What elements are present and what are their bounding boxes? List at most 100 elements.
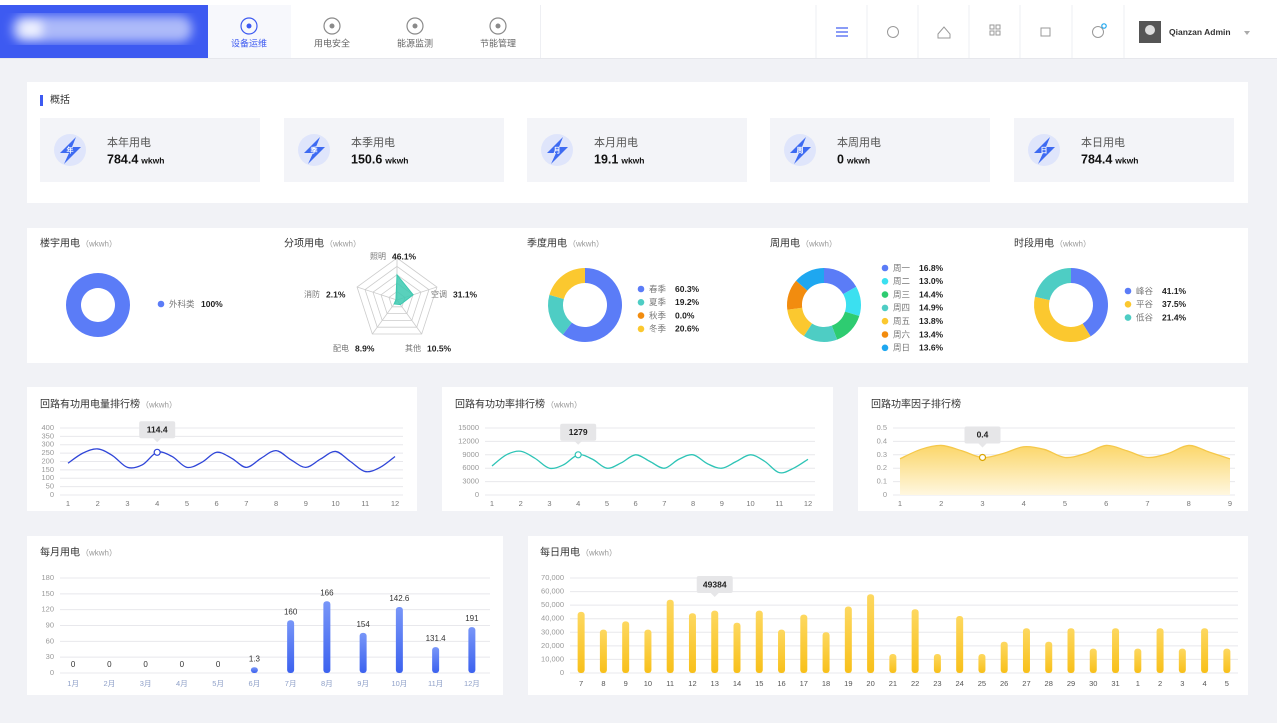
y-tick-label: 250	[41, 448, 54, 457]
y-tick-label: 0.4	[877, 436, 887, 445]
x-tick-label: 8	[601, 679, 605, 688]
bar	[1178, 648, 1186, 673]
toolbar-button[interactable]	[919, 5, 970, 58]
nav-tab[interactable]	[208, 5, 291, 58]
x-tick-label: 11	[361, 499, 369, 508]
x-tick-label: 11	[666, 679, 674, 688]
nav-tab-icon-dot	[246, 23, 252, 29]
x-tick-label: 2	[939, 499, 943, 508]
x-tick-label: 10	[746, 499, 754, 508]
chart-unit: （wkwh）	[568, 240, 604, 249]
bar	[978, 654, 986, 673]
bar	[889, 654, 897, 673]
bar-label: 154	[356, 620, 370, 629]
toolbar-button[interactable]	[868, 5, 919, 58]
donut-slice	[65, 273, 130, 337]
toolbar-button[interactable]	[1021, 5, 1072, 58]
toolbar-button[interactable]	[1073, 5, 1124, 58]
donut-slice	[831, 311, 860, 340]
bar-label: 0	[71, 660, 76, 669]
x-tick-label: 4	[1022, 499, 1026, 508]
y-tick-label: 120	[41, 605, 54, 614]
nav-tab[interactable]	[374, 5, 457, 58]
x-tick-label: 29	[1067, 679, 1075, 688]
chart-unit: （wkwh）	[81, 549, 117, 558]
legend-value: 14.4%	[919, 289, 944, 299]
tooltip-box	[964, 426, 1001, 444]
donut-slice	[549, 268, 585, 299]
x-tick-label: 3	[125, 499, 129, 508]
y-tick-label: 0	[883, 490, 887, 499]
nav-tab-label: 设备运维	[231, 37, 267, 48]
nav-tab-icon	[323, 17, 341, 35]
donut-slice	[1071, 268, 1108, 337]
donut-slice	[796, 268, 824, 291]
y-tick-label: 0	[560, 668, 564, 677]
x-tick-label: 2	[1158, 679, 1162, 688]
donut-slice	[843, 286, 862, 317]
bar-label: 0	[180, 660, 185, 669]
legend-label: 周六	[893, 329, 911, 339]
radar-label: 消防	[304, 289, 320, 299]
legend-value: 60.3%	[675, 284, 700, 294]
x-tick-label: 27	[1022, 679, 1030, 688]
x-tick-label: 11	[775, 499, 783, 508]
bar-label: 0	[107, 660, 112, 669]
x-tick-label: 7	[662, 499, 666, 508]
x-tick-label: 4月	[176, 679, 188, 688]
x-tick-label: 9	[1228, 499, 1232, 508]
bar	[622, 621, 630, 673]
legend-value: 16.8%	[919, 263, 944, 273]
x-tick-label: 2	[519, 499, 523, 508]
y-tick-label: 0	[50, 490, 54, 499]
legend-value: 100%	[201, 299, 223, 309]
card-icon-label: 周	[797, 145, 804, 154]
radar-grid	[364, 265, 430, 328]
nav-tab-icon-dot	[495, 23, 501, 29]
x-tick-label: 24	[955, 679, 963, 688]
radar-value: 46.1%	[392, 251, 417, 261]
legend-label: 夏季	[649, 297, 667, 307]
bar-label: 131.4	[426, 634, 447, 643]
card-label: 本日用电	[1081, 135, 1125, 149]
x-tick-label: 7月	[285, 679, 297, 688]
bar-label: 160	[284, 607, 298, 616]
bar	[1223, 648, 1231, 673]
tooltip-point	[574, 451, 582, 459]
chart-unit: （wkwh）	[141, 401, 177, 410]
card-icon-label: 日	[1041, 146, 1048, 154]
tooltip-box	[696, 576, 733, 593]
y-tick-label: 0.5	[877, 423, 887, 432]
x-tick-label: 10月	[391, 679, 407, 688]
user-name[interactable]: Qianzan Admin	[1169, 27, 1231, 37]
radar-area	[393, 273, 414, 306]
nav-tab[interactable]	[291, 5, 374, 58]
card-unit: wkwh	[1114, 155, 1138, 165]
x-tick-label: 30	[1089, 679, 1097, 688]
legend-label: 周五	[893, 316, 911, 326]
x-tick-label: 1	[66, 499, 70, 508]
bar	[800, 614, 808, 673]
chart-title: 分项用电	[284, 237, 324, 250]
x-tick-label: 6	[215, 499, 219, 508]
legend-swatch	[881, 344, 889, 352]
x-tick-label: 9	[624, 679, 628, 688]
grid-icon	[989, 24, 995, 30]
chart-unit: （wkwh）	[325, 240, 361, 249]
card-icon	[547, 137, 568, 164]
x-tick-label: 17	[800, 679, 808, 688]
radar-spoke	[371, 299, 398, 335]
card-value: 150.6	[351, 152, 382, 166]
card-label: 本周用电	[837, 135, 881, 149]
y-tick-label: 0	[475, 490, 479, 499]
radar-spoke	[396, 299, 423, 335]
x-tick-label: 13	[711, 679, 719, 688]
legend-swatch	[637, 299, 645, 306]
legend-swatch	[881, 304, 889, 312]
legend-value: 13.8%	[919, 316, 944, 326]
user-caret[interactable]	[1244, 31, 1250, 35]
x-tick-label: 12	[804, 499, 812, 508]
nav-tab[interactable]	[457, 5, 540, 58]
x-tick-label: 3月	[140, 679, 152, 688]
series-line	[899, 444, 1231, 460]
